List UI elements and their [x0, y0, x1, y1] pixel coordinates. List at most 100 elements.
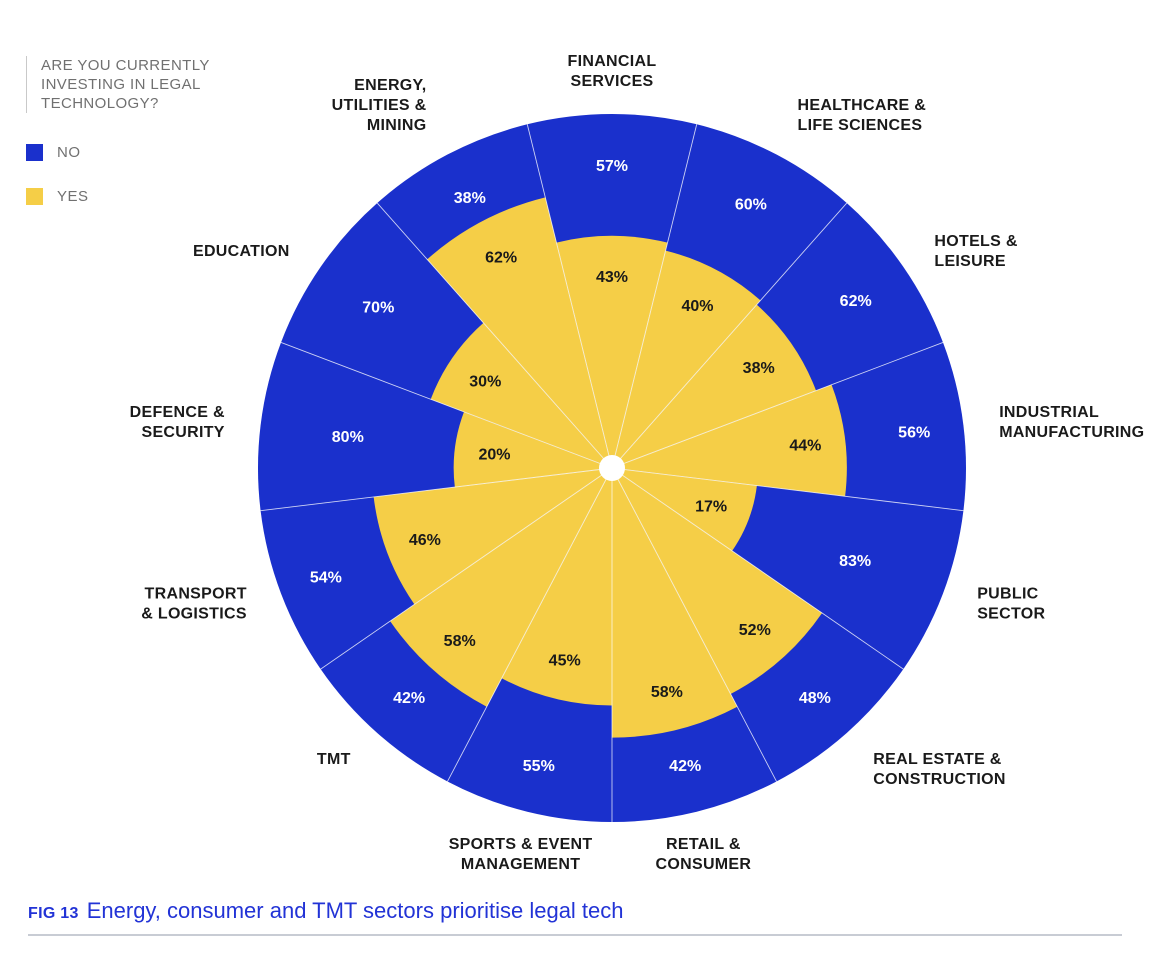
sector-label-line: REAL ESTATE & [873, 751, 1001, 768]
separator-line [447, 467, 613, 782]
value-no-tmt: 42% [393, 690, 425, 707]
sector-label-tmt: TMT [317, 751, 351, 768]
value-yes-defence-security: 20% [478, 447, 510, 464]
legend-item-yes: YES [26, 188, 89, 205]
value-yes-education: 30% [469, 374, 501, 391]
sector-label-line: & LOGISTICS [141, 606, 247, 623]
sector-label-line: SECTOR [977, 606, 1045, 623]
sector-label-real-estate-construction: REAL ESTATE & CONSTRUCTION [873, 751, 1005, 788]
sector-label-retail-consumer: RETAIL & CONSUMER [656, 836, 752, 873]
sector-label-line: TMT [317, 751, 351, 768]
value-no-retail-consumer: 42% [669, 758, 701, 775]
value-yes-real-estate-construction: 52% [739, 622, 771, 639]
sector-label-line: SPORTS & EVENT [449, 836, 593, 853]
sector-label-public-sector: PUBLIC SECTOR [977, 586, 1045, 623]
wedge-yes-sports-event-management [501, 468, 612, 706]
value-no-sports-event-management: 55% [523, 758, 555, 775]
wedge-yes-public-sector [612, 468, 757, 551]
separator-line [611, 124, 698, 469]
sector-label-line: RETAIL & [666, 836, 741, 853]
sector-label-line: ENERGY, [354, 77, 426, 94]
legend-label-yes: YES [57, 188, 89, 205]
legend-label-no: NO [57, 144, 81, 161]
separator-line [611, 467, 777, 782]
figure-number: FIG 13 [28, 905, 79, 922]
sector-label-financial-services: FINANCIAL SERVICES [568, 53, 657, 90]
value-yes-tmt: 58% [444, 633, 476, 650]
value-no-public-sector: 83% [839, 553, 871, 570]
sector-label-defence-security: DEFENCE & SECURITY [130, 404, 225, 441]
wedge-yes-tmt [390, 468, 612, 707]
sector-label-hotels-leisure: HOTELS & LEISURE [934, 233, 1017, 270]
sector-label-line: SECURITY [141, 424, 224, 441]
value-yes-industrial-manufacturing: 44% [789, 438, 821, 455]
sector-label-line: LIFE SCIENCES [798, 117, 923, 134]
sector-label-transport-logistics: TRANSPORT & LOGISTICS [141, 586, 247, 623]
value-yes-retail-consumer: 58% [651, 684, 683, 701]
value-yes-financial-services: 43% [596, 269, 628, 286]
value-yes-sports-event-management: 45% [549, 653, 581, 670]
sector-label-sports-event-management: SPORTS & EVENT MANAGEMENT [449, 836, 593, 873]
sector-label-line: SERVICES [570, 73, 653, 90]
sector-label-education: EDUCATION [193, 243, 290, 260]
sector-label-line: PUBLIC [977, 586, 1038, 603]
wedge-yes-financial-services [556, 235, 668, 468]
separator-line [611, 467, 964, 512]
legend-question: ARE YOU CURRENTLY INVESTING IN LEGAL TEC… [26, 56, 241, 113]
value-no-defence-security: 80% [332, 429, 364, 446]
sector-label-line: FINANCIAL [568, 53, 657, 70]
sector-label-line: UTILITIES & [332, 97, 427, 114]
value-no-transport-logistics: 54% [310, 570, 342, 587]
legend-swatch-no [26, 144, 43, 161]
figure-title: Energy, consumer and TMT sectors priorit… [86, 898, 624, 923]
legend: ARE YOU CURRENTLY INVESTING IN LEGAL TEC… [26, 56, 266, 205]
wedge-yes-hotels-leisure [612, 304, 817, 468]
value-no-hotels-leisure: 62% [840, 293, 872, 310]
sector-label-line: TRANSPORT [145, 586, 247, 603]
wedge-yes-healthcare-life-sciences [612, 250, 761, 468]
value-no-financial-services: 57% [596, 158, 628, 175]
separator-line [611, 467, 904, 670]
separator-line [376, 202, 613, 469]
value-yes-hotels-leisure: 38% [743, 360, 775, 377]
wedge-yes-defence-security [453, 411, 612, 488]
sector-label-line: HEALTHCARE & [798, 97, 927, 114]
value-no-real-estate-construction: 48% [799, 690, 831, 707]
value-no-education: 70% [362, 300, 394, 317]
sector-label-line: LEISURE [934, 253, 1005, 270]
value-yes-energy-utilities-mining: 62% [485, 250, 517, 267]
legend-swatch-yes [26, 188, 43, 205]
sector-label-industrial-manufacturing: INDUSTRIAL MANUFACTURING [999, 404, 1144, 441]
value-no-energy-utilities-mining: 38% [454, 190, 486, 207]
wedge-yes-energy-utilities-mining [427, 197, 612, 469]
legend-item-no: NO [26, 144, 81, 161]
wedge-yes-transport-logistics [373, 468, 612, 605]
sector-label-line: CONSTRUCTION [873, 771, 1005, 788]
value-yes-transport-logistics: 46% [409, 532, 441, 549]
separator-line [260, 467, 613, 512]
wedge-yes-retail-consumer [612, 468, 738, 738]
sector-label-line: CONSUMER [656, 856, 752, 873]
sector-label-line: INDUSTRIAL [999, 404, 1099, 421]
value-no-healthcare-life-sciences: 60% [735, 196, 767, 213]
sector-label-line: EDUCATION [193, 243, 290, 260]
wedge-yes-real-estate-construction [612, 468, 823, 695]
sector-label-line: MINING [367, 117, 427, 134]
sector-label-healthcare-life-sciences: HEALTHCARE & LIFE SCIENCES [798, 97, 927, 134]
separator-line [526, 124, 613, 469]
center-hole [599, 455, 625, 481]
sector-label-line: HOTELS & [934, 233, 1017, 250]
value-yes-public-sector: 17% [695, 499, 727, 516]
value-yes-healthcare-life-sciences: 40% [681, 298, 713, 315]
separator-line [280, 342, 613, 469]
sector-label-energy-utilities-mining: ENERGY, UTILITIES & MINING [332, 77, 427, 134]
wedge-yes-industrial-manufacturing [612, 384, 847, 497]
separator-line [611, 202, 848, 469]
separator-line [611, 342, 944, 469]
sector-label-line: DEFENCE & [130, 404, 225, 421]
separator-line [320, 467, 613, 670]
sector-label-line: MANUFACTURING [999, 424, 1144, 441]
wedge-yes-education [430, 322, 612, 468]
sector-label-line: MANAGEMENT [461, 856, 580, 873]
